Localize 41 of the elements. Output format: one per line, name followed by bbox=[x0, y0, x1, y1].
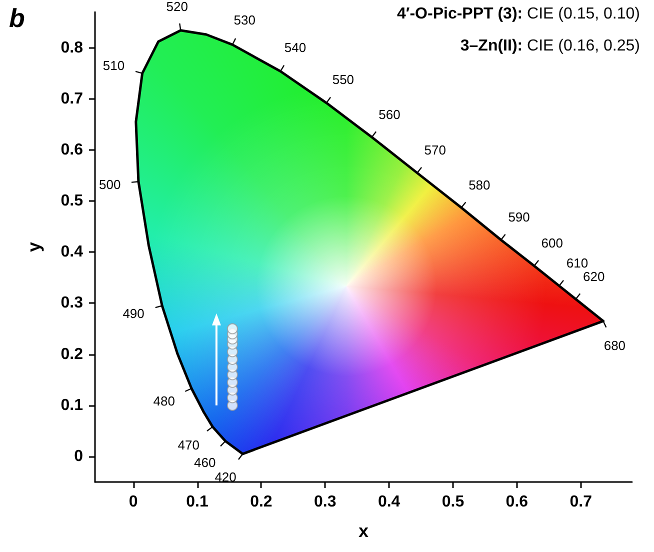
y-tick-label: 0.5 bbox=[60, 192, 84, 210]
annotation: 490 bbox=[122, 306, 144, 321]
annotation: 610 bbox=[566, 256, 588, 271]
chart-title: b bbox=[9, 3, 25, 33]
annotation: 520 bbox=[166, 0, 188, 14]
y-tick-label: 0.3 bbox=[60, 294, 84, 312]
x-tick-label: 0.2 bbox=[250, 494, 272, 510]
annotation: 500 bbox=[99, 177, 121, 192]
y-tick-label: 0.1 bbox=[60, 396, 84, 414]
annotation: 460 bbox=[194, 454, 216, 470]
annotation: 470 bbox=[178, 437, 200, 452]
annotation: 560 bbox=[378, 106, 400, 122]
y-tick-label: 0.6 bbox=[60, 141, 84, 158]
y-axis-title: y bbox=[24, 242, 44, 252]
y-tick-label: 0 bbox=[74, 448, 84, 465]
y-tick-label: 0.4 bbox=[60, 244, 84, 261]
annotation: 480 bbox=[153, 393, 175, 408]
annotation: 680 bbox=[604, 338, 626, 354]
annotation: 600 bbox=[541, 236, 563, 251]
annotation: 420 bbox=[214, 470, 236, 485]
annotation: 530 bbox=[234, 12, 256, 28]
x-axis-title: x bbox=[358, 521, 369, 541]
annotation: 620 bbox=[582, 268, 605, 284]
x-tick-label: 0.3 bbox=[314, 494, 336, 510]
annotation: 540 bbox=[284, 40, 306, 55]
x-tick-label: 0 bbox=[128, 494, 138, 510]
x-tick-label: 0.5 bbox=[442, 494, 464, 510]
annotation: 570 bbox=[424, 142, 446, 158]
annotation: 4′-O-Pic-PPT (3): CIE (0.15, 0.10) bbox=[396, 6, 640, 22]
x-tick-label: 0.6 bbox=[506, 494, 528, 510]
x-tick-label: 0.1 bbox=[186, 494, 209, 510]
y-tick-label: 0.8 bbox=[60, 39, 84, 56]
annotation: 3–Zn(II): CIE (0.16, 0.25) bbox=[460, 38, 640, 54]
x-tick-label: 0.4 bbox=[378, 494, 400, 510]
y-tick-label: 0.7 bbox=[60, 90, 84, 108]
annotation: 510 bbox=[102, 58, 125, 73]
y-tick-label: 0.2 bbox=[60, 346, 84, 363]
x-tick-label: 0.7 bbox=[570, 494, 592, 510]
annotation: 590 bbox=[508, 210, 530, 225]
annotation: 580 bbox=[468, 178, 490, 193]
annotation: 550 bbox=[332, 72, 354, 88]
